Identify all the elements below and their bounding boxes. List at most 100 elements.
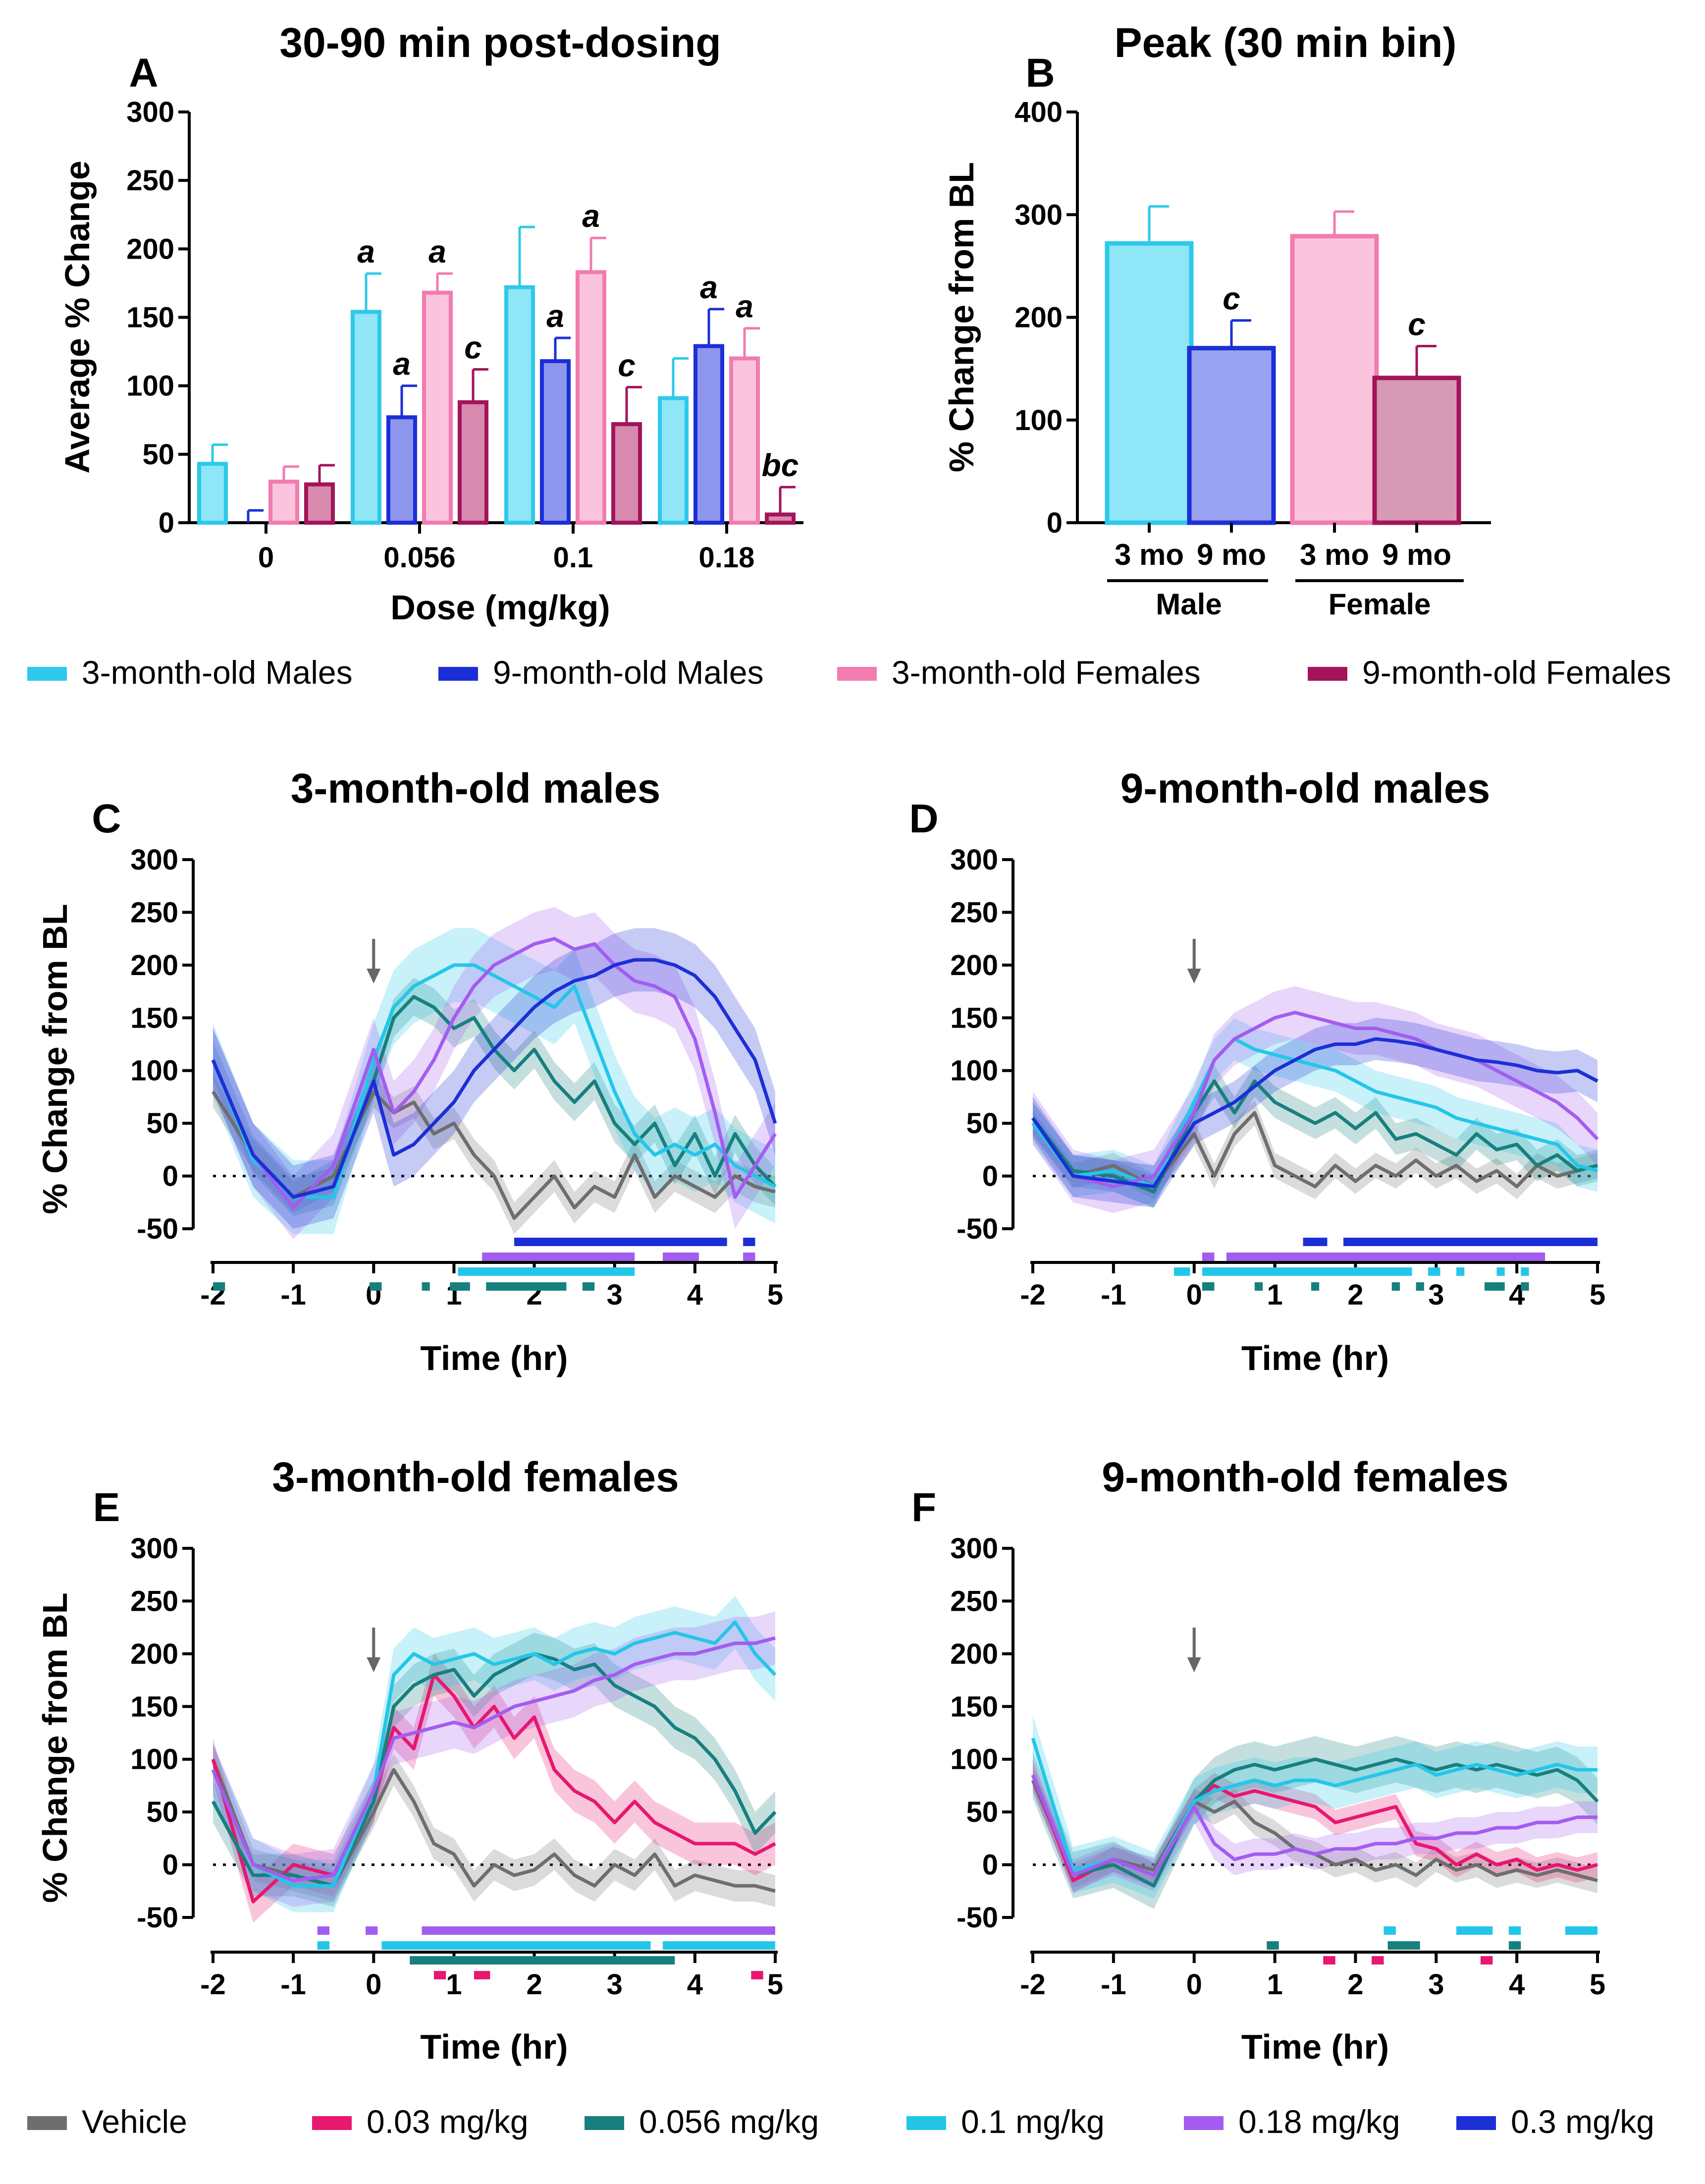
panel-a-bar (458, 400, 488, 525)
panel-d-ytick-label: 150 (950, 1002, 998, 1034)
panel-c-significance-bar (450, 1282, 470, 1291)
panel-a-bar (304, 482, 335, 525)
panel-d-xtick-label: 2 (1347, 1279, 1363, 1311)
panel-f-significance-bar (1372, 1956, 1384, 1965)
panel-b-ytick-label: 200 (1014, 302, 1063, 334)
panel-f-ytick-label: 100 (950, 1744, 998, 1776)
panel-f-xtick-label: 3 (1428, 1968, 1444, 2001)
panel-a-sig-letter: a (736, 289, 753, 325)
panel-f-ytick-label: 150 (950, 1691, 998, 1723)
panel-d-significance-bar (1202, 1282, 1215, 1291)
panel-f-sem-band (1033, 1759, 1598, 1891)
panel-c-xtick-label: 5 (767, 1279, 783, 1311)
panel-c-series-line (211, 937, 777, 1209)
panel-c-ytick-label: 0 (162, 1160, 178, 1193)
panel-f-significance-bar (1508, 1941, 1521, 1950)
panel-e-ytick-label: 250 (130, 1585, 178, 1617)
panel-c-significance-bar (370, 1282, 382, 1291)
panel-b-xtick-label: 3 mo (1115, 538, 1184, 571)
panel-e-ylabel: % Change from BL (36, 1592, 74, 1903)
panel-f-significance-bar (1456, 1926, 1493, 1935)
panel-d-ytick-label: 0 (982, 1160, 998, 1193)
panel-e-ytick-label: -50 (137, 1902, 178, 1934)
panel-f-sem-band (1033, 1736, 1598, 1909)
panel-d-xtick-label: -2 (1020, 1279, 1046, 1311)
panel-f-ytick-label: 0 (982, 1849, 998, 1881)
panel-a-sig-letter: bc (762, 447, 799, 483)
panel-f-significance-bar (1384, 1926, 1396, 1935)
panel-b-title: Peak (30 min bin) (1115, 19, 1457, 66)
legend_top-swatch (837, 667, 877, 681)
panel-c-significance-bar (422, 1282, 430, 1291)
panel-d-significance-bar (1254, 1282, 1263, 1291)
panel-b-sig-letter: c (1223, 281, 1240, 317)
panel-c-ytick-label: 50 (146, 1107, 178, 1140)
panel-e-xtick-label: 4 (687, 1968, 703, 2001)
panel-f-xlabel: Time (hr) (1241, 2027, 1389, 2066)
panel-c-xlabel: Time (hr) (420, 1339, 568, 1377)
panel-f-ytick-label: 300 (950, 1532, 998, 1565)
panel-d-significance-bar (1343, 1238, 1598, 1246)
panel-a-bar (611, 422, 642, 525)
panel-e-significance-bar (474, 1971, 490, 1979)
panel-a-bar (765, 512, 796, 525)
panel-f-ytick-label: -50 (957, 1902, 998, 1934)
panel-c-ylabel: % Change from BL (36, 904, 74, 1214)
panel-e-xtick-label: -1 (280, 1968, 306, 2001)
panel-e-dose-arrow-head (367, 1657, 381, 1672)
panel-c-significance-bar (458, 1267, 635, 1276)
panel-f-significance-bar (1387, 1941, 1420, 1950)
panel-e-ytick-label: 50 (146, 1796, 178, 1828)
panel-c-significance-bar (663, 1253, 699, 1261)
panel-d-xtick-label: 1 (1267, 1279, 1282, 1311)
panel-e-ytick-label: 150 (130, 1691, 178, 1723)
panel-e-xtick-label: 1 (446, 1968, 462, 2001)
panel-e-significance-bar (317, 1926, 330, 1935)
panel-f-significance-bar (1323, 1956, 1335, 1965)
panel-d-xtick-label: 3 (1428, 1279, 1444, 1311)
panel-d-xtick-label: 0 (1186, 1279, 1202, 1311)
panel-e-ytick-label: 300 (130, 1532, 178, 1565)
panel-a-bar (504, 285, 535, 525)
legend_bottom-swatch (1456, 2116, 1496, 2130)
panel-d-significance-bar (1521, 1267, 1529, 1276)
panel-d-xtick-label: -1 (1101, 1279, 1126, 1311)
legend_bottom-label: 0.18 mg/kg (1238, 2103, 1400, 2140)
legend_top-label: 3-month-old Females (892, 654, 1201, 691)
panel-f-xtick-label: 4 (1509, 1968, 1525, 2001)
panel-a-bar (540, 359, 571, 525)
panel-a-label: A (129, 51, 158, 96)
panel-b-ytick-label: 400 (1014, 96, 1063, 128)
panel-b-bar (1372, 376, 1461, 525)
panel-d-significance-bar (1202, 1253, 1215, 1261)
legend_bottom-swatch (906, 2116, 946, 2130)
legend_bottom-swatch (1184, 2116, 1224, 2130)
panel-c-significance-bar (486, 1282, 567, 1291)
panel-b-ytick-label: 100 (1014, 404, 1063, 437)
legend_top-label: 3-month-old Males (82, 654, 353, 691)
panel-f-ytick-label: 50 (966, 1796, 998, 1828)
panel-e-sem-band (213, 1743, 775, 1907)
legend_top-swatch (27, 667, 67, 681)
panel-d-ytick-label: 50 (966, 1107, 998, 1140)
panel-a-ytick-label: 200 (126, 233, 174, 265)
panel-a-bar (693, 344, 724, 525)
legend_bottom-label: 0.03 mg/kg (367, 2103, 529, 2140)
panel-f-dose-arrow-head (1187, 1657, 1201, 1672)
panel-f-significance-bar (1565, 1926, 1598, 1935)
panel-d-sem-band (1033, 1100, 1598, 1200)
panel-a-sig-letter: c (464, 330, 482, 366)
panel-a-bar (197, 462, 228, 525)
panel-b-ytick-label: 0 (1047, 507, 1063, 539)
panel-d-ytick-label: 200 (950, 949, 998, 982)
panel-d-ytick-label: 100 (950, 1055, 998, 1087)
panel-d-label: D (909, 796, 938, 841)
panel-e-xtick-label: 0 (366, 1968, 381, 2001)
legend_top-swatch (1308, 667, 1347, 681)
panel-a-xtick-label: 0.1 (553, 542, 593, 574)
panel-e-ytick-label: 0 (162, 1849, 178, 1881)
panel-f-xtick-label: -1 (1101, 1968, 1126, 2001)
panel-a-ytick-label: 50 (142, 438, 174, 471)
panel-e-xtick-label: 2 (526, 1968, 542, 2001)
